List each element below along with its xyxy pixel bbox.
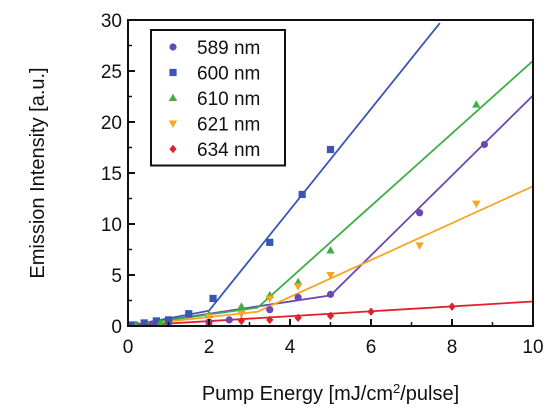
plot-area	[128, 22, 533, 326]
data-point-621-nm	[472, 200, 481, 208]
data-markers	[128, 100, 488, 326]
y-tick-label: 30	[101, 11, 122, 32]
data-point-589-nm	[416, 209, 424, 217]
data-point-600-nm	[140, 319, 148, 326]
data-point-600-nm	[298, 190, 306, 199]
x-axis-label-tail: /pulse]	[400, 383, 459, 405]
y-tick-label: 10	[101, 215, 122, 236]
data-point-621-nm	[415, 242, 424, 250]
data-point-589-nm	[326, 290, 335, 298]
data-point-621-nm	[293, 283, 303, 291]
legend-marker-621-nm	[168, 120, 178, 128]
legend-label: 600 nm	[197, 64, 260, 85]
data-point-621-nm	[326, 272, 335, 280]
legend-label: 610 nm	[197, 89, 260, 110]
legend-label: 634 nm	[197, 140, 260, 161]
data-point-634-nm	[237, 316, 245, 326]
y-tick-label: 5	[111, 266, 122, 287]
x-tick-label: 4	[285, 337, 296, 358]
data-point-589-nm	[266, 306, 274, 314]
legend-label: 589 nm	[197, 38, 260, 59]
x-tick-label: 6	[366, 337, 377, 358]
data-point-600-nm	[326, 145, 335, 154]
data-point-610-nm	[326, 246, 335, 254]
data-point-610-nm	[472, 100, 481, 108]
data-point-621-nm	[204, 313, 214, 322]
legend: 589 nm 600 nm 610 nm 621 nm 634 nm	[150, 29, 286, 167]
data-point-600-nm	[266, 238, 274, 246]
data-point-589-nm	[480, 140, 488, 149]
x-axis-label-superscript: 2	[393, 381, 400, 396]
axis-ticks	[127, 19, 534, 327]
tick-labels: 0 2 4 6 8 10 0 5 10 15 20 25 30	[101, 11, 544, 358]
y-tick-label: 15	[101, 164, 122, 185]
x-axis-label: Pump Energy [mJ/cm2/pulse]	[202, 381, 459, 406]
legend-marker-589-nm	[169, 43, 177, 51]
data-point-589-nm	[294, 293, 302, 302]
data-point-600-nm	[152, 317, 160, 325]
legend-marker-634-nm	[169, 144, 177, 154]
legend-marker-600-nm	[169, 68, 177, 77]
y-tick-label: 20	[101, 113, 122, 134]
data-point-634-nm	[367, 307, 375, 316]
y-axis-label: Emission Intensity [a.u.]	[27, 67, 49, 278]
data-point-610-nm	[156, 318, 165, 326]
x-axis-label-main: Pump Energy [mJ/cm	[202, 383, 393, 405]
data-point-610-nm	[237, 302, 246, 310]
data-point-634-nm	[266, 315, 274, 325]
x-tick-label: 0	[123, 337, 134, 358]
data-point-600-nm	[128, 321, 136, 326]
data-point-600-nm	[185, 310, 193, 318]
data-point-634-nm	[448, 302, 456, 311]
legend-label: 621 nm	[197, 115, 260, 136]
data-point-621-nm	[237, 310, 246, 319]
y-tick-label: 25	[101, 62, 122, 83]
x-tick-label: 2	[204, 337, 215, 358]
data-point-621-nm	[265, 295, 274, 303]
data-point-610-nm	[133, 320, 140, 326]
data-point-634-nm	[294, 313, 302, 323]
data-point-600-nm	[209, 294, 217, 303]
y-tick-label: 0	[111, 317, 122, 338]
x-tick-label: 8	[447, 337, 458, 358]
data-point-634-nm	[326, 311, 335, 320]
x-tick-label: 10	[522, 337, 543, 358]
legend-marker-610-nm	[168, 93, 178, 101]
data-point-600-nm	[164, 316, 173, 324]
data-point-589-nm	[225, 316, 233, 324]
